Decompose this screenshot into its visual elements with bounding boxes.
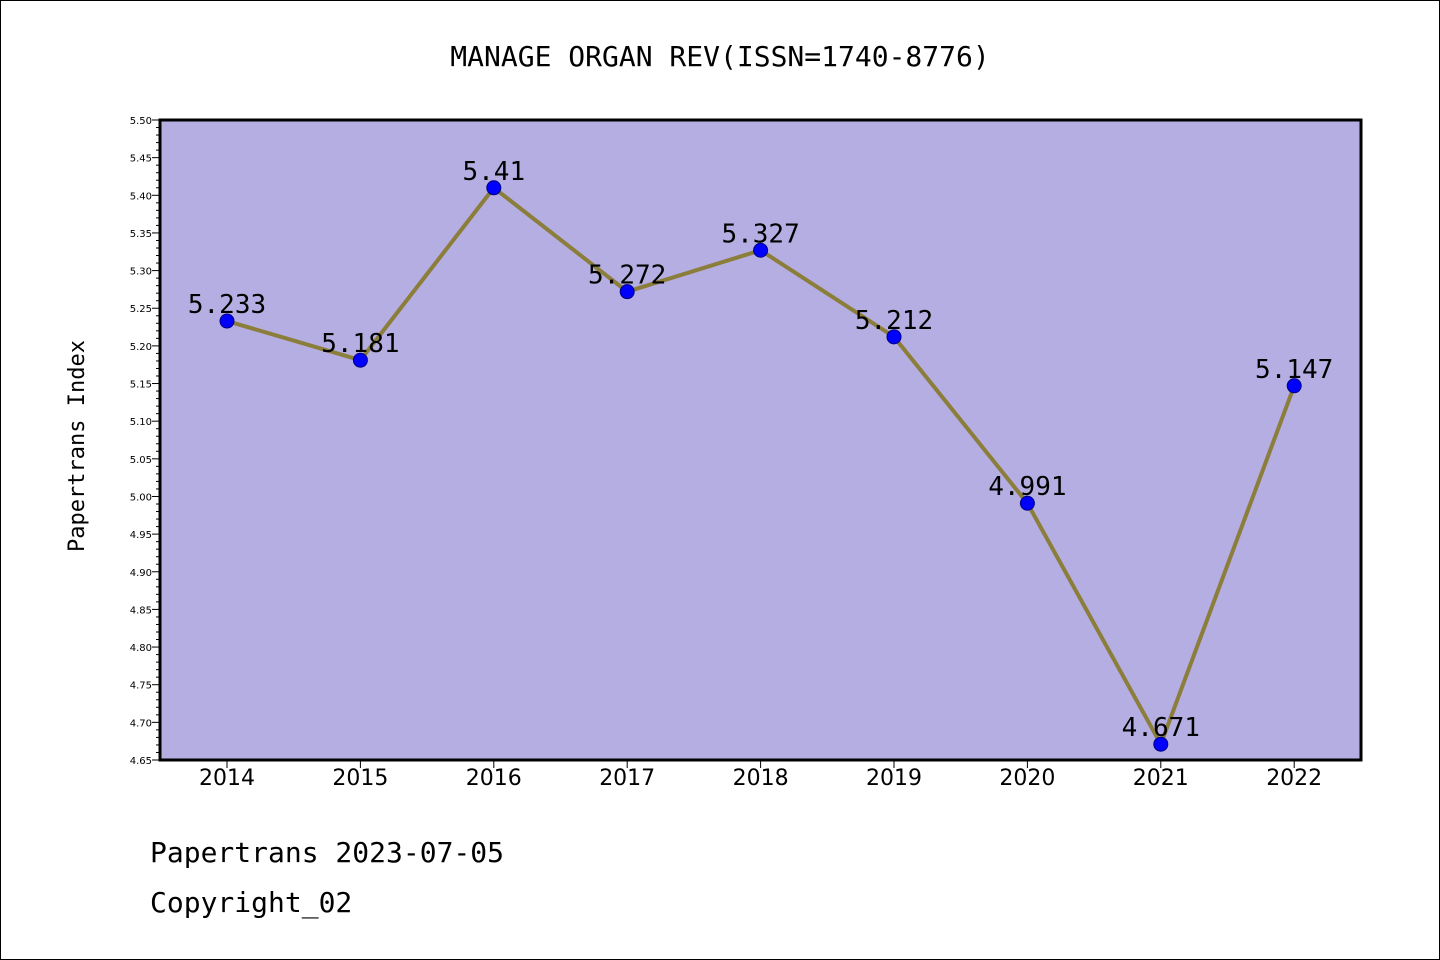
data-point-marker [486,180,502,196]
chart-title: MANAGE ORGAN REV(ISSN=1740-8776) [450,40,989,73]
data-value-label: 5.181 [321,329,399,359]
y-tick-label: 4.90 [130,568,152,579]
data-value-label: 5.41 [462,157,525,187]
x-tick-label: 2021 [1133,766,1189,791]
x-axis: 2014 2015 2016 2017 2018 2019 2020 2021 2022 [199,760,1322,791]
plot-border [158,118,1363,762]
y-tick-label: 4.75 [130,681,152,692]
footer-date-text: Papertrans 2023-07-05 [150,836,505,869]
y-tick-label: 5.10 [130,417,152,428]
x-tick-label: 2019 [866,766,922,791]
data-value-label: 5.327 [721,219,799,249]
x-tick-label: 2015 [332,766,388,791]
y-tick-label: 4.65 [130,756,152,767]
y-tick-label: 5.15 [130,380,152,391]
y-tick-label: 4.80 [130,643,152,654]
x-tick-label: 2016 [466,766,522,791]
y-tick-label: 5.40 [130,191,152,202]
data-value-label: 5.233 [188,290,266,320]
y-tick-label: 4.85 [130,605,152,616]
data-labels: 5.233 5.181 5.41 5.272 5.327 5.212 4.991 4.671 5… [188,157,1333,743]
data-point-marker [219,313,235,329]
data-point-marker [753,242,769,258]
footer-copyright-text: Copyright_02 [150,886,353,919]
x-tick-label: 2014 [199,766,255,791]
y-tick-label: 4.95 [130,530,152,541]
y-axis-label: Papertrans Index [65,340,90,552]
data-value-label: 4.991 [988,472,1066,502]
x-tick-label: 2018 [733,766,789,791]
y-tick-label: 5.30 [130,267,152,278]
y-tick-label: 4.70 [130,718,152,729]
data-points [219,180,1302,752]
y-tick-label: 5.20 [130,342,152,353]
data-value-label: 4.671 [1122,713,1200,743]
x-tick-label: 2020 [999,766,1055,791]
data-point-marker [1153,736,1169,752]
data-value-label: 5.212 [855,306,933,336]
y-tick-label: 5.25 [130,304,152,315]
y-tick-label: 5.00 [130,492,152,503]
data-value-label: 5.272 [588,261,666,291]
y-tick-label: 5.35 [130,229,152,240]
plot-area [160,120,1361,760]
x-tick-label: 2022 [1266,766,1322,791]
x-tick-label: 2017 [599,766,655,791]
data-point-marker [352,352,368,368]
data-point-marker [619,284,635,300]
data-point-marker [886,329,902,345]
y-axis: 4.65 4.70 4.75 4.80 4.85 4.90 4.95 5.00 5.05 5.10… [130,116,160,767]
y-tick-label: 5.05 [130,455,152,466]
data-point-marker [1286,378,1302,394]
y-tick-label: 5.50 [130,116,152,127]
y-tick-label: 5.45 [130,154,152,165]
data-value-label: 5.147 [1255,355,1333,385]
data-point-marker [1019,495,1035,511]
